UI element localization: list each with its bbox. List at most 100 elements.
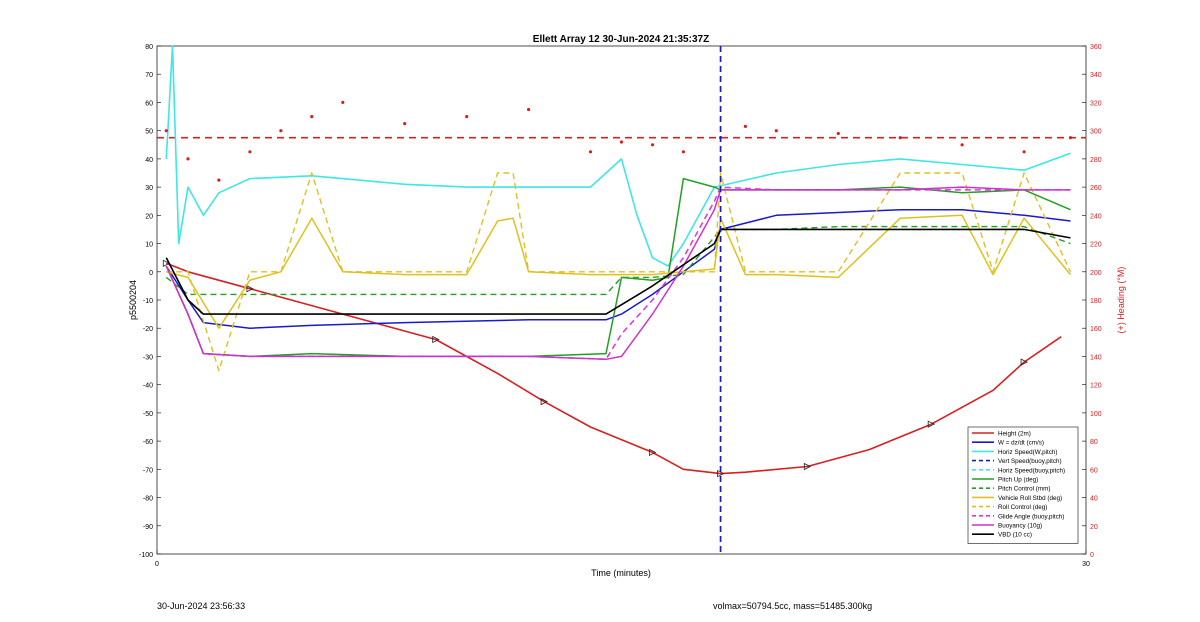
heading-point	[186, 157, 190, 161]
heading-point	[1022, 150, 1026, 154]
y-tick-label-right: 160	[1090, 326, 1102, 333]
heading-point	[217, 178, 221, 182]
legend: Height (2m) W = dz/dt (cm/s) Horiz Speed(W…	[967, 426, 1079, 544]
heading-point	[650, 143, 655, 147]
y-tick-label-right: 80	[1090, 439, 1098, 446]
y-tick-label-left: 50	[145, 129, 153, 136]
series-line	[165, 45, 1071, 267]
legend-entry: Vehicle Roll Stbd (deg)	[998, 495, 1062, 502]
footer-timestamp: 30-Jun-2024 23:56:33	[157, 601, 246, 611]
legend-entry: Buoyancy (10g)	[998, 523, 1042, 530]
legend-entry: Horiz Speed(W,pitch)	[998, 449, 1058, 456]
y-tick-label-right: 20	[1090, 524, 1098, 531]
y-tick-label-left: 10	[145, 242, 153, 249]
y-tick-label-right: 240	[1090, 213, 1102, 220]
y-tick-label-left: 40	[145, 157, 153, 164]
y-tick-label-right: 260	[1090, 185, 1102, 192]
chart-title: Ellett Array 12 30-Jun-2024 21:35:37Z	[533, 34, 709, 45]
height-marker	[540, 397, 548, 406]
heading-point	[743, 124, 748, 128]
y-tick-label-right: 180	[1090, 298, 1102, 305]
heading-point	[619, 140, 624, 144]
y-tick-label-right: 280	[1090, 157, 1102, 164]
heading-point	[774, 129, 778, 133]
heading-point	[248, 150, 252, 154]
y-tick-label-left: 70	[145, 72, 153, 79]
y-tick-label-left: 80	[145, 44, 153, 51]
series-line	[166, 172, 1072, 372]
x-axis-label: Time (minutes)	[591, 568, 651, 578]
y-tick-label-right: 120	[1090, 383, 1102, 390]
legend-entry: VBD (10 cc)	[998, 532, 1032, 539]
footer-volmax-mass: volmax=50794.5cc, mass=51485.300kg	[713, 601, 873, 611]
plot-area	[156, 45, 1087, 555]
y-tick-label-right: 60	[1090, 467, 1098, 474]
series-line	[165, 228, 1071, 315]
x-tick-label: 30	[1082, 561, 1090, 568]
y-tick-label-right: 300	[1090, 129, 1102, 136]
y-tick-label-left: 60	[145, 100, 153, 107]
heading-point	[341, 100, 345, 104]
series-line	[166, 214, 1072, 329]
height-marker	[162, 259, 171, 267]
height-marker	[717, 469, 725, 478]
y-tick-label-left: -10	[143, 298, 153, 305]
y-tick-label-left: 0	[149, 270, 153, 277]
heading-point	[310, 115, 314, 119]
heading-point	[1068, 136, 1073, 140]
legend-entry: Glide Angle (buoy,pitch)	[998, 513, 1064, 520]
height-marker	[649, 448, 657, 457]
y-tick-label-left: -100	[139, 552, 153, 559]
heading-point	[164, 129, 168, 133]
heading-point	[279, 129, 283, 133]
y-tick-label-left: -60	[143, 439, 153, 446]
heading-point	[403, 122, 407, 126]
legend-entry: Vert Speed(buoy,pitch)	[998, 458, 1062, 465]
y-axis-label-right: (+) Heading (°M)	[1116, 267, 1126, 334]
series-layer	[157, 45, 1086, 554]
heading-point	[836, 131, 840, 136]
legend-box	[967, 426, 1079, 544]
height-marker	[803, 462, 812, 471]
y-tick-label-left: -20	[143, 326, 153, 333]
y-tick-label-right: 140	[1090, 354, 1102, 361]
y-tick-label-right: 220	[1090, 242, 1102, 249]
y-tick-label-left: -90	[143, 524, 153, 531]
heading-point	[588, 150, 593, 154]
heading-point	[527, 107, 531, 112]
y-tick-label-right: 200	[1090, 270, 1102, 277]
legend-entry: Height (2m)	[998, 431, 1031, 438]
legend-entry: W = dz/dt (cm/s)	[998, 440, 1044, 447]
heading-point	[681, 150, 686, 154]
series-line	[165, 225, 1071, 296]
y-axis-label-left: p5500204	[128, 280, 138, 320]
legend-entry: Horiz Speed(buoy,pitch)	[998, 467, 1065, 474]
y-tick-label-left: -30	[143, 354, 153, 361]
heading-point	[960, 143, 964, 147]
heading-point	[898, 136, 902, 140]
y-tick-label-right: 320	[1090, 100, 1102, 107]
y-tick-label-left: 30	[145, 185, 153, 192]
height-marker	[1020, 358, 1028, 366]
series-line	[166, 262, 1062, 475]
y-tick-label-left: -40	[143, 383, 153, 390]
series-line	[165, 186, 1071, 361]
legend-entry: Pitch Control (mm)	[998, 486, 1050, 493]
heading-point	[465, 115, 469, 119]
x-tick-label: 0	[155, 561, 159, 568]
legend-entry: Pitch Up (deg)	[998, 477, 1038, 484]
series-line	[165, 208, 1071, 329]
y-tick-label-right: 0	[1090, 552, 1094, 559]
y-tick-label-left: -70	[143, 467, 153, 474]
height-marker	[927, 420, 936, 428]
y-tick-label-left: 20	[145, 213, 153, 220]
y-tick-label-left: -50	[143, 411, 153, 418]
legend-entry: Roll Control (deg)	[998, 504, 1047, 511]
y-tick-label-right: 100	[1090, 411, 1102, 418]
y-tick-label-left: -80	[143, 496, 153, 503]
height-marker	[432, 335, 440, 344]
height-marker	[246, 285, 254, 293]
y-tick-label-right: 340	[1090, 72, 1102, 79]
axes-layer: 80706050403020100-10-20-30-40-50-60-70-8…	[139, 44, 1102, 568]
